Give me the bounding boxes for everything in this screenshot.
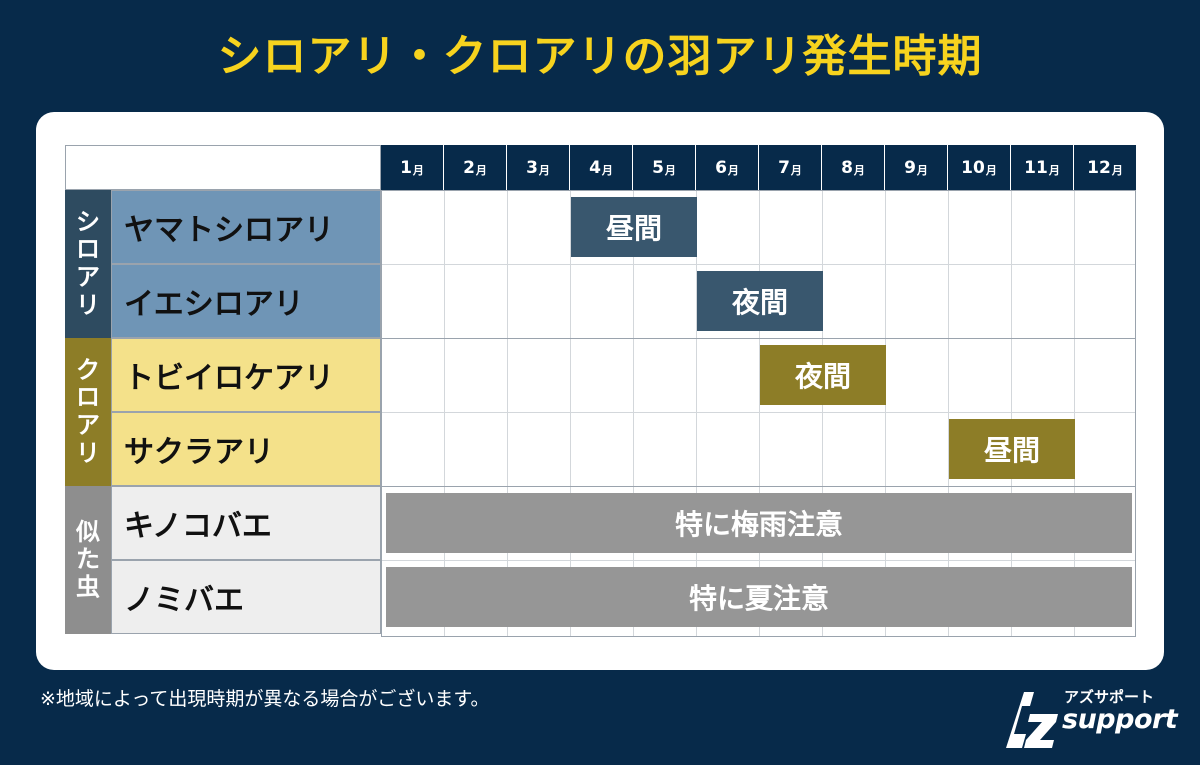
month-unit: 月 [916, 163, 928, 177]
grid-line-horizontal [382, 560, 1135, 561]
grid-line-horizontal [382, 486, 1135, 487]
period-label: 昼間 [605, 212, 662, 245]
group-label-char: 似 [76, 517, 100, 546]
company-logo: アズサポート support [1000, 684, 1178, 754]
grid-line-vertical [444, 191, 445, 636]
grid-line-vertical [1011, 191, 1012, 636]
page-title: シロアリ・クロアリの羽アリ発生時期 [217, 31, 983, 82]
month-number: 1 [400, 157, 412, 178]
table-corner-cell [65, 145, 381, 190]
month-header-11: 11 月 [1011, 145, 1074, 190]
grid-line-vertical [948, 191, 949, 636]
month-header-12: 12 月 [1074, 145, 1137, 190]
species-name: トビイロケアリ [111, 338, 381, 412]
period-bar: 夜間 [697, 271, 823, 331]
logo-english-text: support [1062, 704, 1178, 735]
group-label-char: リ [76, 290, 100, 319]
group-label-char: リ [76, 438, 100, 467]
species-name: イエシロアリ [111, 264, 381, 338]
month-number: 7 [778, 157, 790, 178]
group-label-char: た [76, 545, 100, 574]
grid-line-vertical [633, 191, 634, 636]
period-bar: 特に梅雨注意 [386, 493, 1132, 553]
grid-line-vertical [507, 191, 508, 636]
month-unit: 月 [727, 163, 739, 177]
period-bar: 昼間 [571, 197, 697, 257]
group-label-char: 虫 [76, 572, 100, 601]
species-name: キノコバエ [111, 486, 381, 560]
period-label: 特に夏注意 [688, 582, 829, 615]
group-label-char: ア [76, 411, 100, 439]
species-name: サクラアリ [111, 412, 381, 486]
month-unit: 月 [664, 163, 676, 177]
logo-japanese-text: アズサポート [1064, 688, 1155, 706]
period-bar: 特に夏注意 [386, 567, 1132, 627]
grid-line-horizontal [382, 264, 1135, 265]
grid-line-vertical [570, 191, 571, 636]
month-grid: 昼間 夜間 夜間 昼間 特に梅雨注意 特に夏注意 [381, 190, 1136, 637]
grid-line-vertical [885, 191, 886, 636]
month-number: 6 [715, 157, 727, 178]
month-number: 2 [463, 157, 475, 178]
schedule-card: 1 月 2 月 3 月 4 月 5 月 6 月 7 月 8 月 9 月 10 月 11 月 12 月 シロアリクロアリ似た虫ヤ… [36, 112, 1164, 670]
month-unit: 月 [601, 163, 613, 177]
period-label: 特に梅雨注意 [674, 508, 843, 541]
grid-line-vertical [822, 191, 823, 636]
grid-line-horizontal [382, 338, 1135, 339]
group-label-char: ア [76, 263, 100, 291]
group-label-char: ク [76, 355, 100, 384]
month-number: 10 [961, 157, 985, 178]
month-number: 8 [841, 157, 853, 178]
month-number: 5 [652, 157, 664, 178]
grid-line-vertical [696, 191, 697, 636]
month-unit: 月 [475, 163, 487, 177]
grid-line-vertical [1074, 191, 1075, 636]
grid-line-horizontal [382, 412, 1135, 413]
month-unit: 月 [853, 163, 865, 177]
month-number: 9 [904, 157, 916, 178]
species-name: ヤマトシロアリ [111, 190, 381, 264]
month-unit: 月 [538, 163, 550, 177]
month-number: 4 [589, 157, 601, 178]
species-name: ノミバエ [111, 560, 381, 634]
group-label-char: ロ [76, 235, 100, 264]
group-label-2: 似た虫 [65, 486, 111, 634]
period-label: 昼間 [983, 434, 1040, 467]
footnote: ※地域によって出現時期が異なる場合がございます。 [40, 688, 490, 710]
period-bar: 夜間 [760, 345, 886, 405]
group-label-1: クロアリ [65, 338, 111, 486]
group-label-char: シ [76, 207, 100, 236]
month-number: 3 [526, 157, 538, 178]
month-unit: 月 [1048, 163, 1060, 177]
period-label: 夜間 [731, 286, 788, 319]
month-number: 12 [1087, 157, 1111, 178]
period-label: 夜間 [794, 360, 851, 393]
month-unit: 月 [1111, 163, 1123, 177]
month-header-10: 10 月 [948, 145, 1011, 190]
period-bar: 昼間 [949, 419, 1075, 479]
group-label-0: シロアリ [65, 190, 111, 338]
month-unit: 月 [985, 163, 997, 177]
month-number: 11 [1024, 157, 1048, 178]
month-unit: 月 [790, 163, 802, 177]
grid-line-vertical [759, 191, 760, 636]
schedule-table: 1 月 2 月 3 月 4 月 5 月 6 月 7 月 8 月 9 月 10 月 11 月 12 月 シロアリクロアリ似た虫ヤ… [65, 145, 1137, 637]
month-unit: 月 [412, 163, 424, 177]
az-logo-icon [1006, 692, 1058, 748]
group-label-char: ロ [76, 383, 100, 412]
